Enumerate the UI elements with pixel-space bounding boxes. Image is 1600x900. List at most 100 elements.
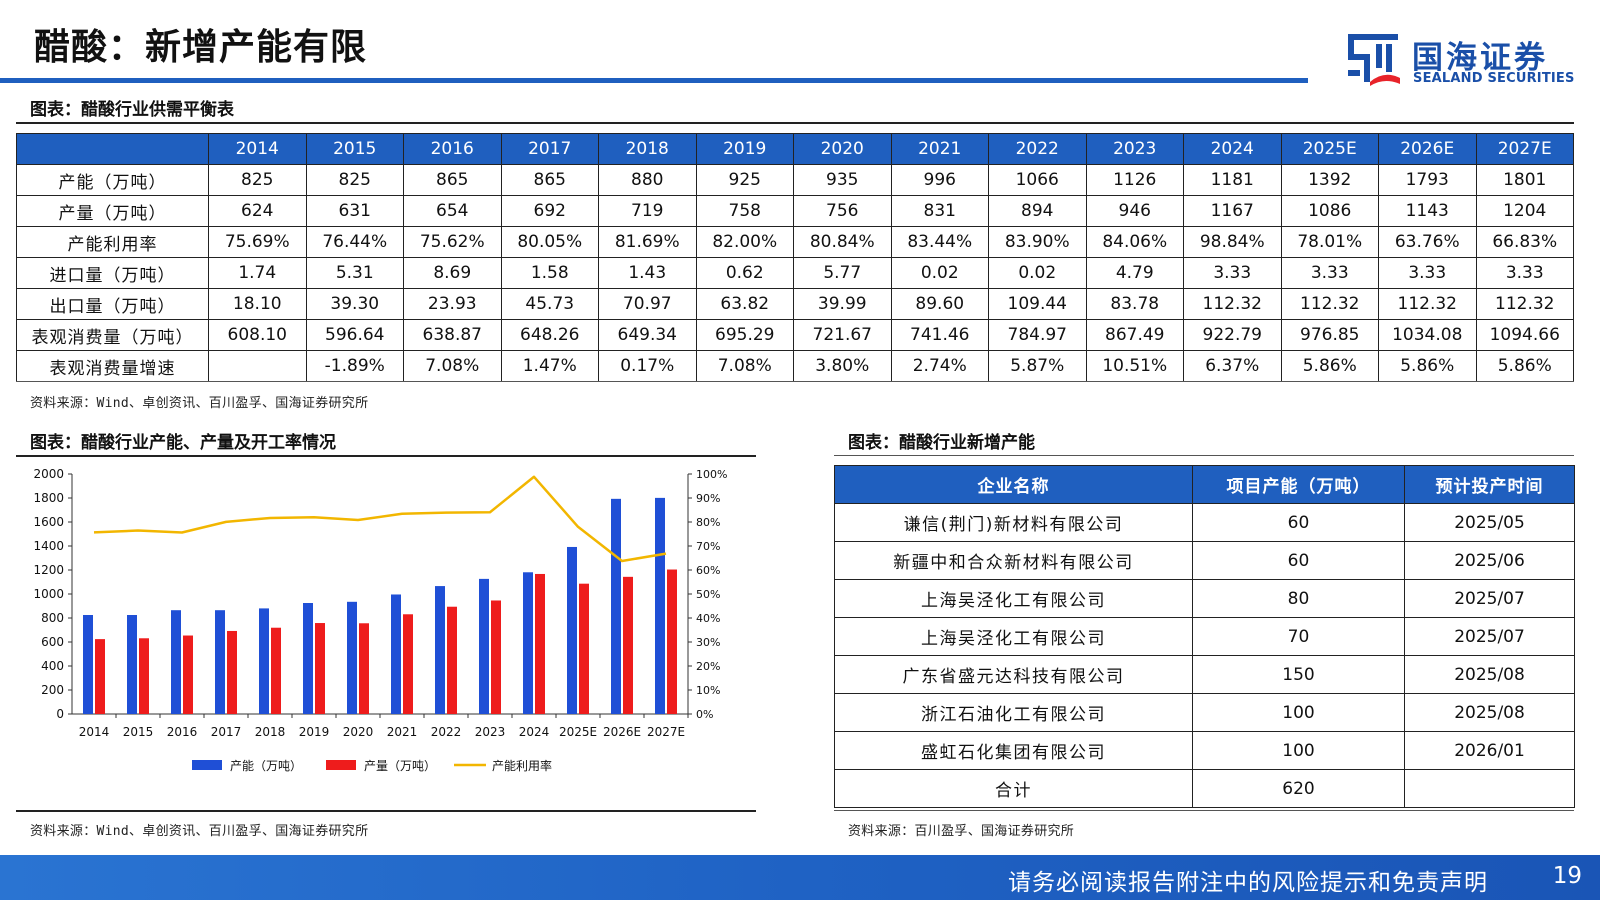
supply-table-corner bbox=[16, 133, 209, 165]
capacity-cell: 80 bbox=[1192, 579, 1405, 618]
table-cell: 631 bbox=[305, 195, 404, 227]
row-label: 产量（万吨） bbox=[16, 195, 209, 227]
table-cell: 3.33 bbox=[1378, 257, 1477, 289]
table-cell: 10.51% bbox=[1085, 350, 1184, 382]
table-cell: 1034.08 bbox=[1378, 319, 1477, 351]
table-cell: 1801 bbox=[1475, 164, 1574, 196]
table-cell: 0.02 bbox=[988, 257, 1087, 289]
title-divider bbox=[0, 78, 1308, 83]
supply-table-title: 图表：醋酸行业供需平衡表 bbox=[30, 100, 234, 120]
company-name-cell: 上海吴泾化工有限公司 bbox=[834, 617, 1193, 656]
supply-year-header: 2024 bbox=[1183, 133, 1282, 165]
capacity-bar bbox=[567, 546, 577, 714]
capacity-bar bbox=[215, 610, 225, 714]
table-row: 产量（万吨） 624 631 654 692 719 758 756 831 894 946 1167… bbox=[16, 195, 1574, 227]
left-tick-label: 600 bbox=[41, 635, 64, 649]
chart-source: 资料来源：Wind、卓创资讯、百川盈孚、国海证券研究所 bbox=[30, 824, 369, 839]
left-tick-label: 1600 bbox=[33, 515, 64, 529]
supply-table-rule bbox=[16, 122, 1574, 124]
table-cell: 4.79 bbox=[1085, 257, 1184, 289]
table-cell: 80.84% bbox=[793, 226, 892, 258]
table-cell: 75.69% bbox=[208, 226, 307, 258]
table-cell: 648.26 bbox=[500, 319, 599, 351]
table-cell: 66.83% bbox=[1475, 226, 1574, 258]
supply-year-header: 2018 bbox=[598, 133, 697, 165]
capacity-bar bbox=[347, 601, 357, 714]
company-name-cell: 广东省盛元达科技有限公司 bbox=[834, 655, 1193, 694]
table-cell: 2.74% bbox=[890, 350, 989, 382]
table-cell: 1793 bbox=[1378, 164, 1477, 196]
table-cell: 5.87% bbox=[988, 350, 1087, 382]
chart-title: 图表：醋酸行业产能、产量及开工率情况 bbox=[30, 433, 336, 453]
row-label: 表观消费量（万吨） bbox=[16, 319, 209, 351]
newcap-table-title: 图表：醋酸行业新增产能 bbox=[848, 433, 1035, 453]
supply-table-bottom-rule bbox=[16, 381, 1574, 382]
output-bar bbox=[315, 623, 325, 714]
left-tick-label: 1000 bbox=[33, 587, 64, 601]
table-cell: 23.93 bbox=[403, 288, 502, 320]
utilization-line bbox=[93, 475, 667, 563]
table-row: 进口量（万吨） 1.74 5.31 8.69 1.58 1.43 0.62 5.77 0.02 0… bbox=[16, 257, 1574, 289]
newcap-table-header-row: 企业名称 项目产能（万吨） 预计投产时间 bbox=[834, 465, 1575, 504]
table-cell: 1392 bbox=[1280, 164, 1379, 196]
left-tick-label: 2000 bbox=[33, 467, 64, 481]
table-cell: 831 bbox=[890, 195, 989, 227]
table-cell: 3.33 bbox=[1280, 257, 1379, 289]
capacity-bar bbox=[655, 497, 665, 714]
row-label: 产能利用率 bbox=[16, 226, 209, 258]
table-cell: 80.05% bbox=[500, 226, 599, 258]
x-tick-label: 2025E bbox=[559, 725, 597, 739]
table-cell: 84.06% bbox=[1085, 226, 1184, 258]
capacity-cell: 60 bbox=[1192, 503, 1405, 542]
table-cell: 1.74 bbox=[208, 257, 307, 289]
chart-top-rule bbox=[16, 455, 756, 457]
table-cell: 925 bbox=[695, 164, 794, 196]
right-tick-label: 80% bbox=[696, 516, 720, 529]
table-row: 上海吴泾化工有限公司 80 2025/07 bbox=[834, 579, 1575, 618]
table-cell: 638.87 bbox=[403, 319, 502, 351]
table-cell: 1167 bbox=[1183, 195, 1282, 227]
capacity-cell: 100 bbox=[1192, 693, 1405, 732]
table-cell: 976.85 bbox=[1280, 319, 1379, 351]
output-bar bbox=[579, 583, 589, 714]
company-name-cell: 浙江石油化工有限公司 bbox=[834, 693, 1193, 732]
table-cell: 75.62% bbox=[403, 226, 502, 258]
table-cell: 7.08% bbox=[403, 350, 502, 382]
table-cell: 1094.66 bbox=[1475, 319, 1574, 351]
output-bar bbox=[227, 630, 237, 714]
table-cell: 946 bbox=[1085, 195, 1184, 227]
table-cell: 867.49 bbox=[1085, 319, 1184, 351]
table-row: 谦信(荆门)新材料有限公司 60 2025/05 bbox=[834, 503, 1575, 542]
table-cell: 865 bbox=[403, 164, 502, 196]
table-cell: 758 bbox=[695, 195, 794, 227]
legend-label: 产量（万吨） bbox=[364, 759, 436, 773]
newcap-source: 资料来源：百川盈孚、国海证券研究所 bbox=[848, 824, 1075, 839]
supply-table-header-row: 2014 2015 2016 2017 2018 2019 2020 2021 2022 2023… bbox=[16, 133, 1574, 165]
output-bar bbox=[271, 627, 281, 714]
table-cell: 1086 bbox=[1280, 195, 1379, 227]
company-name-cell: 上海吴泾化工有限公司 bbox=[834, 579, 1193, 618]
capacity-bar bbox=[391, 594, 401, 714]
table-cell: 3.33 bbox=[1183, 257, 1282, 289]
x-tick-label: 2021 bbox=[387, 725, 418, 739]
table-cell: 894 bbox=[988, 195, 1087, 227]
table-cell: 825 bbox=[208, 164, 307, 196]
table-cell: 109.44 bbox=[988, 288, 1087, 320]
table-cell: 18.10 bbox=[208, 288, 307, 320]
sealand-logo-icon bbox=[1348, 34, 1400, 86]
legend-swatch bbox=[326, 760, 356, 770]
output-bar bbox=[183, 635, 193, 714]
start-date-cell: 2025/06 bbox=[1404, 541, 1575, 580]
right-tick-label: 0% bbox=[696, 708, 713, 721]
capacity-bar bbox=[127, 615, 137, 714]
x-tick-label: 2027E bbox=[647, 725, 685, 739]
company-name-cell: 合计 bbox=[834, 769, 1193, 808]
output-bar bbox=[491, 600, 501, 714]
right-tick-label: 60% bbox=[696, 564, 720, 577]
capacity-cell: 150 bbox=[1192, 655, 1405, 694]
supply-year-header: 2017 bbox=[500, 133, 599, 165]
table-cell: 741.46 bbox=[890, 319, 989, 351]
legend-swatch bbox=[192, 760, 222, 770]
table-row: 浙江石油化工有限公司 100 2025/08 bbox=[834, 693, 1575, 732]
right-tick-label: 70% bbox=[696, 540, 720, 553]
